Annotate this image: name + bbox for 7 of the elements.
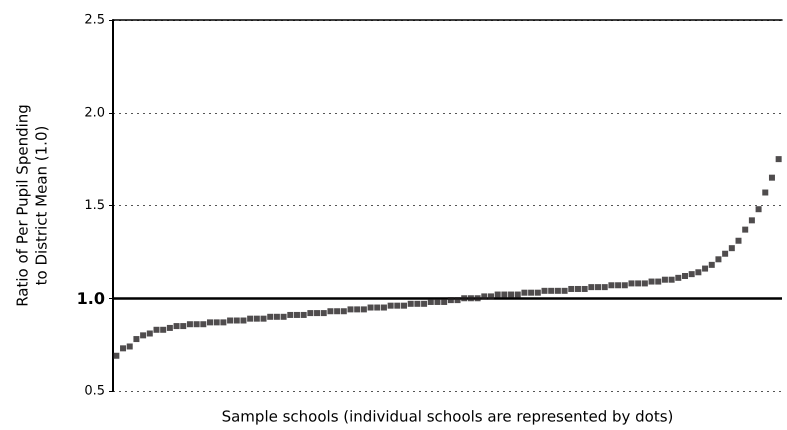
x-axis-title: Sample schools (individual schools are represented by dots) bbox=[222, 408, 674, 426]
y-tick-label: 1.5 bbox=[84, 198, 105, 213]
y-axis-title: Ratio of Per Pupil Spending to District Mean (1.0) bbox=[14, 104, 50, 307]
y-tick-label: 2.0 bbox=[84, 105, 105, 120]
y-tick-label: 2.5 bbox=[84, 12, 105, 28]
y-tick-label: 0.5 bbox=[84, 384, 105, 398]
y-tick-label: 1.0 bbox=[76, 288, 105, 308]
